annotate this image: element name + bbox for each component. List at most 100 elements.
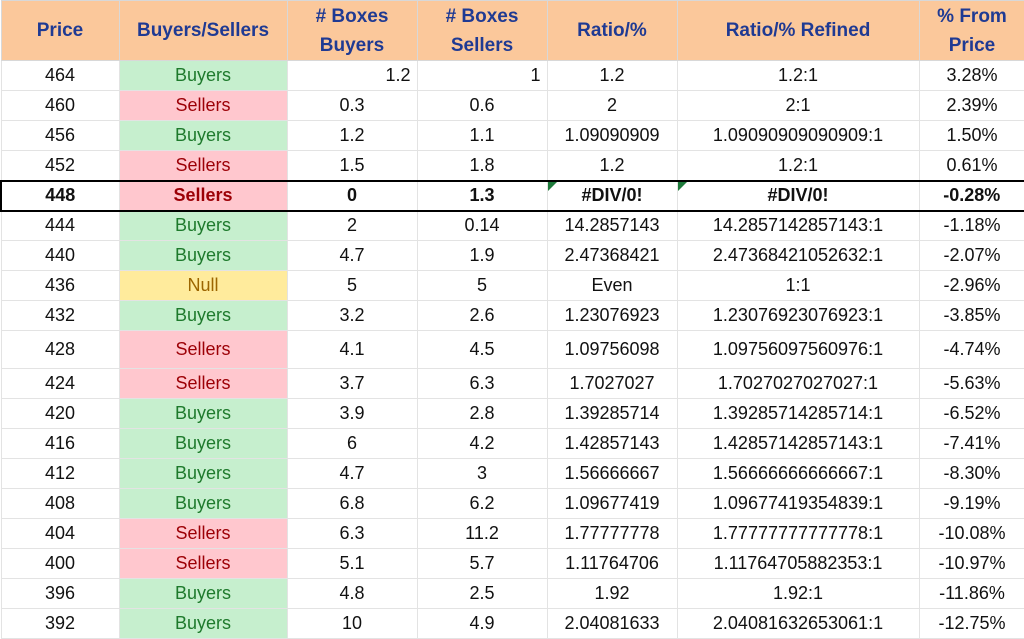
boxes-buyers-cell[interactable]: 1.2 [286,120,418,151]
pct-from-price-cell[interactable]: -10.08% [918,518,1024,549]
ratio-refined-cell[interactable]: 2.04081632653061:1 [676,608,920,639]
boxes-sellers-cell[interactable]: 4.9 [416,608,548,639]
ratio-refined-cell[interactable]: 1.09756097560976:1 [676,330,920,369]
boxes-buyers-cell[interactable]: 3.7 [286,368,418,399]
buyers-sellers-cell[interactable]: Buyers [118,300,288,331]
boxes-buyers-cell[interactable]: 10 [286,608,418,639]
pct-from-price-cell[interactable]: -0.28% [918,179,1024,212]
pct-from-price-cell[interactable]: -9.19% [918,488,1024,519]
ratio-refined-cell[interactable]: 1:1 [676,270,920,301]
boxes-sellers-cell[interactable]: 3 [416,458,548,489]
ratio-cell[interactable]: 1.7027027 [546,368,678,399]
pct-from-price-cell[interactable]: -2.96% [918,270,1024,301]
price-cell[interactable]: 412 [0,458,120,489]
boxes-buyers-cell[interactable]: 0.3 [286,90,418,121]
boxes-buyers-cell[interactable]: 6.3 [286,518,418,549]
ratio-refined-cell[interactable]: 1.23076923076923:1 [676,300,920,331]
ratio-cell[interactable]: 1.92 [546,578,678,609]
buyers-sellers-cell[interactable]: Buyers [118,240,288,271]
boxes-sellers-cell[interactable]: 2.5 [416,578,548,609]
pct-from-price-cell[interactable]: -4.74% [918,330,1024,369]
buyers-sellers-cell[interactable]: Buyers [118,60,288,91]
ratio-refined-cell[interactable]: 1.2:1 [676,60,920,91]
buyers-sellers-cell[interactable]: Buyers [118,120,288,151]
buyers-sellers-cell[interactable]: Sellers [118,90,288,121]
buyers-sellers-cell[interactable]: Sellers [118,518,288,549]
boxes-buyers-cell[interactable]: 4.7 [286,458,418,489]
boxes-sellers-cell[interactable]: 1.9 [416,240,548,271]
boxes-buyers-cell[interactable]: 4.8 [286,578,418,609]
pct-from-price-cell[interactable]: 1.50% [918,120,1024,151]
ratio-cell[interactable]: 1.42857143 [546,428,678,459]
pct-from-price-cell[interactable]: -8.30% [918,458,1024,489]
boxes-sellers-cell[interactable]: 0.14 [416,210,548,241]
boxes-sellers-cell[interactable]: 2.6 [416,300,548,331]
price-cell[interactable]: 448 [0,179,120,212]
buyers-sellers-cell[interactable]: Buyers [118,458,288,489]
boxes-sellers-cell[interactable]: 4.2 [416,428,548,459]
price-cell[interactable]: 428 [0,330,120,369]
pct-from-price-cell[interactable]: -6.52% [918,398,1024,429]
ratio-cell[interactable]: 1.56666667 [546,458,678,489]
ratio-refined-cell[interactable]: 1.77777777777778:1 [676,518,920,549]
buyers-sellers-cell[interactable]: Buyers [118,428,288,459]
price-cell[interactable]: 432 [0,300,120,331]
buyers-sellers-cell[interactable]: Null [118,270,288,301]
ratio-refined-cell[interactable]: 14.2857142857143:1 [676,210,920,241]
boxes-buyers-cell[interactable]: 1.2 [286,60,418,91]
boxes-buyers-cell[interactable]: 0 [286,179,418,212]
pct-from-price-cell[interactable]: -5.63% [918,368,1024,399]
ratio-refined-cell[interactable]: 1.39285714285714:1 [676,398,920,429]
boxes-buyers-cell[interactable]: 6.8 [286,488,418,519]
ratio-refined-cell[interactable]: 1.56666666666667:1 [676,458,920,489]
pct-from-price-cell[interactable]: -2.07% [918,240,1024,271]
ratio-cell[interactable]: 1.77777778 [546,518,678,549]
ratio-refined-cell[interactable]: #DIV/0! [676,179,920,212]
buyers-sellers-cell[interactable]: Sellers [118,548,288,579]
ratio-refined-cell[interactable]: 2.47368421052632:1 [676,240,920,271]
boxes-buyers-cell[interactable]: 2 [286,210,418,241]
ratio-cell[interactable]: 1.09090909 [546,120,678,151]
boxes-sellers-cell[interactable]: 1 [416,60,548,91]
price-cell[interactable]: 464 [0,60,120,91]
boxes-buyers-cell[interactable]: 5.1 [286,548,418,579]
buyers-sellers-cell[interactable]: Buyers [118,578,288,609]
header-buyers-sellers[interactable]: Buyers/Sellers [118,0,288,61]
header-ratio[interactable]: Ratio/% [546,0,678,61]
pct-from-price-cell[interactable]: -7.41% [918,428,1024,459]
pct-from-price-cell[interactable]: -11.86% [918,578,1024,609]
boxes-sellers-cell[interactable]: 1.8 [416,150,548,181]
boxes-sellers-cell[interactable]: 1.1 [416,120,548,151]
ratio-cell[interactable]: 2.04081633 [546,608,678,639]
boxes-sellers-cell[interactable]: 11.2 [416,518,548,549]
ratio-cell[interactable]: #DIV/0! [546,179,678,212]
price-cell[interactable]: 440 [0,240,120,271]
buyers-sellers-cell[interactable]: Sellers [118,179,288,212]
ratio-refined-cell[interactable]: 1.09090909090909:1 [676,120,920,151]
boxes-buyers-cell[interactable]: 1.5 [286,150,418,181]
price-cell[interactable]: 400 [0,548,120,579]
header-boxes-sellers[interactable]: # Boxes Sellers [416,0,548,61]
boxes-sellers-cell[interactable]: 0.6 [416,90,548,121]
buyers-sellers-cell[interactable]: Sellers [118,150,288,181]
buyers-sellers-cell[interactable]: Buyers [118,608,288,639]
ratio-refined-cell[interactable]: 1.11764705882353:1 [676,548,920,579]
boxes-sellers-cell[interactable]: 2.8 [416,398,548,429]
ratio-refined-cell[interactable]: 1.42857142857143:1 [676,428,920,459]
price-cell[interactable]: 396 [0,578,120,609]
price-cell[interactable]: 452 [0,150,120,181]
ratio-cell[interactable]: 1.09677419 [546,488,678,519]
ratio-cell[interactable]: 2 [546,90,678,121]
boxes-sellers-cell[interactable]: 1.3 [416,179,548,212]
boxes-buyers-cell[interactable]: 5 [286,270,418,301]
boxes-sellers-cell[interactable]: 6.2 [416,488,548,519]
boxes-sellers-cell[interactable]: 4.5 [416,330,548,369]
price-cell[interactable]: 436 [0,270,120,301]
price-cell[interactable]: 444 [0,210,120,241]
pct-from-price-cell[interactable]: 0.61% [918,150,1024,181]
ratio-cell[interactable]: 2.47368421 [546,240,678,271]
price-cell[interactable]: 404 [0,518,120,549]
boxes-sellers-cell[interactable]: 5 [416,270,548,301]
pct-from-price-cell[interactable]: 3.28% [918,60,1024,91]
ratio-cell[interactable]: 1.2 [546,60,678,91]
